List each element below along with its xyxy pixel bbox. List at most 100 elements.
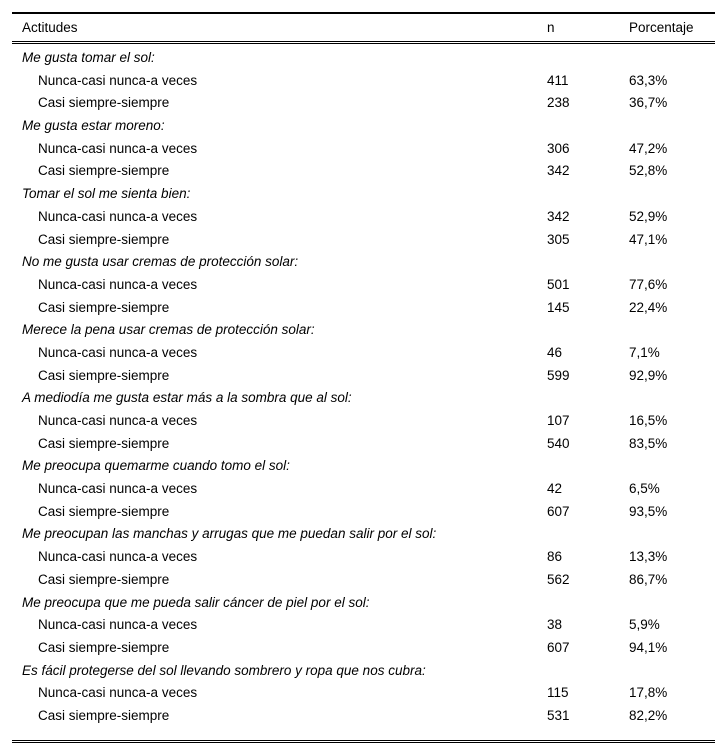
group-title-row: Me preocupa quemarme cuando tomo el sol:: [12, 455, 715, 478]
row-label: Nunca-casi nunca-a veces: [38, 140, 198, 156]
table-row: Casi siempre-siempre 305 47,1%: [12, 229, 715, 252]
table-row: Casi siempre-siempre 531 82,2%: [12, 705, 715, 728]
table-row: Nunca-casi nunca-a veces 46 7,1%: [12, 342, 715, 365]
row-label: Nunca-casi nunca-a veces: [38, 413, 198, 428]
row-pct-value: 47,1%: [629, 231, 668, 247]
group-title: Me preocupan las manchas y arrugas que m…: [22, 526, 437, 542]
row-n-value: 607: [547, 639, 570, 655]
row-pct-value: 5,9%: [629, 617, 660, 633]
table-row: Casi siempre-siempre 607 94,1%: [12, 637, 715, 660]
row-pct-value: 86,7%: [629, 571, 668, 587]
table-row: Casi siempre-siempre 238 36,7%: [12, 92, 715, 115]
row-pct-value: 63,3%: [629, 72, 668, 88]
row-label: Nunca-casi nunca-a veces: [38, 276, 198, 292]
group-title: No me gusta usar cremas de protección so…: [22, 254, 299, 270]
group-title-row: Me preocupan las manchas y arrugas que m…: [12, 523, 715, 546]
row-n-value: 42: [547, 481, 563, 497]
row-pct-value: 92,9%: [629, 367, 668, 383]
group-title: A mediodía me gusta estar más a la sombr…: [22, 390, 352, 406]
row-label: Casi siempre-siempre: [38, 435, 170, 451]
row-pct-value: 36,7%: [629, 95, 668, 111]
row-n-value: 531: [547, 707, 570, 723]
row-pct-value: 13,3%: [629, 549, 668, 565]
group-title: Me gusta tomar el sol:: [22, 50, 155, 65]
table-row: Nunca-casi nunca-a veces 38 5,9%: [12, 614, 715, 637]
row-n-value: 306: [547, 140, 570, 156]
row-label: Casi siempre-siempre: [38, 163, 170, 179]
row-pct-value: 52,9%: [629, 208, 668, 224]
group-title-row: Es fácil protegerse del sol llevando som…: [12, 660, 715, 683]
group-title: Me preocupa quemarme cuando tomo el sol:: [22, 458, 290, 474]
group-title-row: Me gusta tomar el sol:: [12, 47, 715, 70]
row-n-value: 115: [547, 685, 569, 701]
group-title: Es fácil protegerse del sol llevando som…: [22, 662, 426, 678]
table-row: Nunca-casi nunca-a veces 42 6,5%: [12, 478, 715, 501]
row-n-value: 86: [547, 549, 563, 565]
row-pct-value: 77,6%: [629, 276, 668, 292]
table-body: Me gusta tomar el sol: Nunca-casi nunca-a…: [12, 44, 715, 740]
row-n-value: 342: [547, 163, 570, 179]
row-label: Nunca-casi nunca-a veces: [38, 208, 198, 224]
row-pct-value: 22,4%: [629, 299, 668, 315]
row-pct-value: 82,2%: [629, 707, 668, 723]
group-title-row: Tomar el sol me sienta bien:: [12, 183, 715, 206]
row-n-value: 305: [547, 231, 570, 247]
row-label: Nunca-casi nunca-a veces: [38, 481, 198, 497]
row-n-value: 411: [547, 72, 569, 88]
table-row: Nunca-casi nunca-a veces 411 63,3%: [12, 70, 715, 93]
table-row: Casi siempre-siempre 607 93,5%: [12, 501, 715, 524]
row-label: Casi siempre-siempre: [38, 571, 170, 587]
table-header-row: Actitudes n Porcentaje: [12, 14, 715, 44]
header-n: n: [547, 20, 555, 35]
row-pct-value: 16,5%: [629, 413, 668, 428]
row-pct-value: 52,8%: [629, 163, 668, 179]
row-pct-value: 83,5%: [629, 435, 668, 451]
table-row: Casi siempre-siempre 599 92,9%: [12, 365, 715, 388]
row-label: Nunca-casi nunca-a veces: [38, 344, 198, 360]
group-title: Me gusta estar moreno:: [22, 118, 165, 134]
table-row: Nunca-casi nunca-a veces 115 17,8%: [12, 682, 715, 705]
row-pct-value: 7,1%: [629, 344, 660, 360]
row-n-value: 562: [547, 571, 570, 587]
row-n-value: 238: [547, 95, 570, 111]
header-porcentaje: Porcentaje: [629, 20, 694, 35]
table-row: Casi siempre-siempre 145 22,4%: [12, 297, 715, 320]
row-n-value: 107: [547, 413, 570, 428]
row-n-value: 38: [547, 617, 563, 633]
table-row: Nunca-casi nunca-a veces 86 13,3%: [12, 546, 715, 569]
row-label: Casi siempre-siempre: [38, 231, 170, 247]
row-n-value: 540: [547, 435, 570, 451]
row-label: Casi siempre-siempre: [38, 299, 170, 315]
row-n-value: 46: [547, 344, 563, 360]
group-title-row: Merece la pena usar cremas de protección…: [12, 319, 715, 342]
row-label: Nunca-casi nunca-a veces: [38, 617, 198, 633]
row-label: Casi siempre-siempre: [38, 367, 170, 383]
row-pct-value: 93,5%: [629, 503, 668, 519]
row-n-value: 501: [547, 276, 570, 292]
group-title: Tomar el sol me sienta bien:: [22, 186, 191, 202]
row-label: Casi siempre-siempre: [38, 639, 170, 655]
row-n-value: 342: [547, 208, 570, 224]
row-label: Casi siempre-siempre: [38, 707, 170, 723]
row-label: Nunca-casi nunca-a veces: [38, 685, 198, 701]
row-pct-value: 17,8%: [629, 685, 668, 701]
table-row: Casi siempre-siempre 342 52,8%: [12, 160, 715, 183]
group-title: Me preocupa que me pueda salir cáncer de…: [22, 594, 370, 610]
row-n-value: 607: [547, 503, 570, 519]
table-row: Nunca-casi nunca-a veces 342 52,9%: [12, 206, 715, 229]
table-row: Casi siempre-siempre 562 86,7%: [12, 569, 715, 592]
table-row: Nunca-casi nunca-a veces 501 77,6%: [12, 274, 715, 297]
row-label: Casi siempre-siempre: [38, 95, 170, 111]
row-n-value: 145: [547, 299, 570, 315]
row-pct-value: 6,5%: [629, 481, 660, 497]
header-actitudes: Actitudes: [22, 20, 78, 35]
row-label: Nunca-casi nunca-a veces: [38, 72, 198, 88]
group-title-row: A mediodía me gusta estar más a la sombr…: [12, 387, 715, 410]
table-row: Nunca-casi nunca-a veces 306 47,2%: [12, 138, 715, 161]
table-row: Nunca-casi nunca-a veces 107 16,5%: [12, 410, 715, 433]
row-n-value: 599: [547, 367, 570, 383]
group-title: Merece la pena usar cremas de protección…: [22, 322, 315, 338]
group-title-row: No me gusta usar cremas de protección so…: [12, 251, 715, 274]
table-row: Casi siempre-siempre 540 83,5%: [12, 433, 715, 456]
